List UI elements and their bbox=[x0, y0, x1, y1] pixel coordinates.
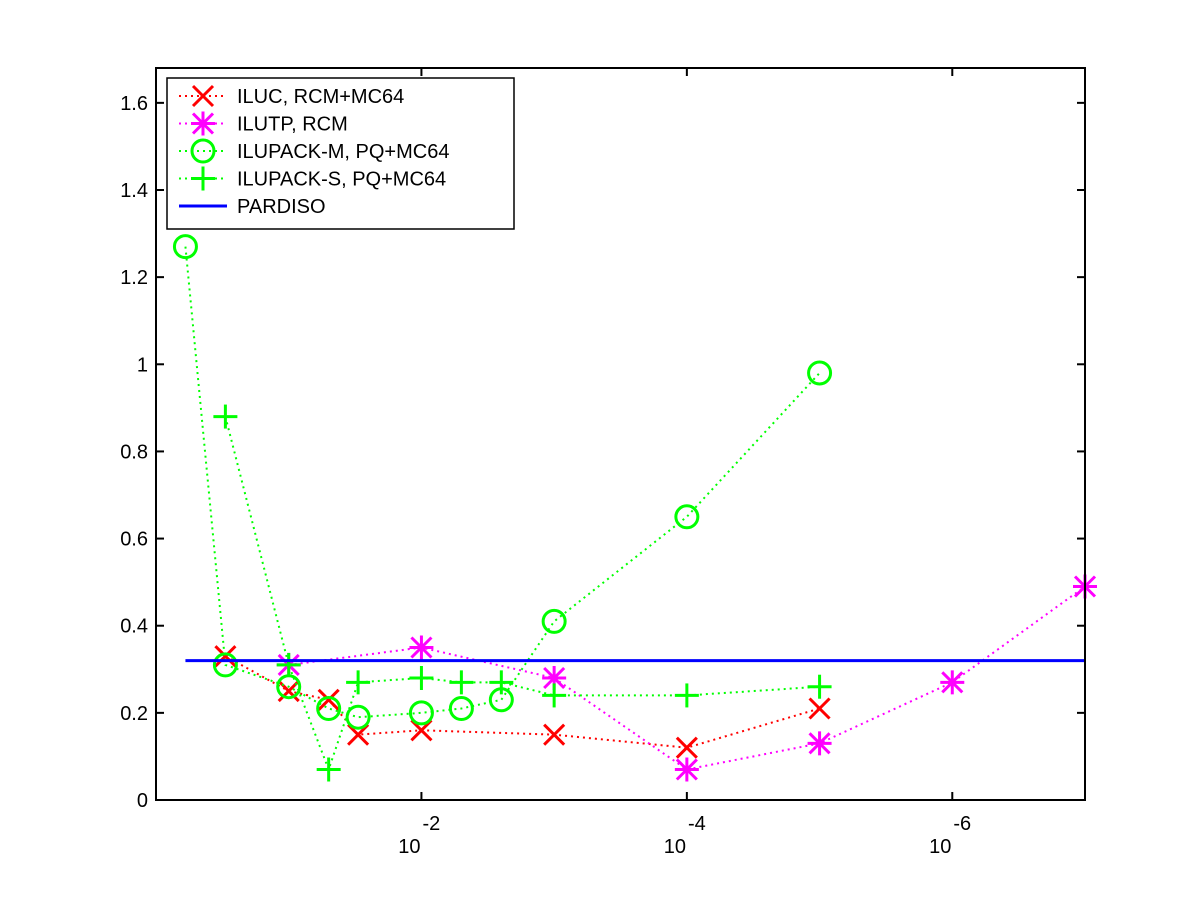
y-tick-label: 0.2 bbox=[120, 703, 148, 725]
data-point bbox=[674, 504, 700, 530]
legend-entry: ILUTP, RCM bbox=[179, 111, 348, 136]
series-line bbox=[184, 246, 821, 719]
data-point bbox=[213, 404, 238, 429]
series-4 bbox=[213, 404, 832, 782]
data-point bbox=[808, 697, 831, 720]
legend-entry: ILUPACK-M, PQ+MC64 bbox=[179, 138, 449, 164]
y-tick-label: 0.8 bbox=[120, 441, 148, 463]
data-point bbox=[807, 674, 832, 699]
series-line bbox=[224, 655, 820, 749]
legend-entry: ILUC, RCM+MC64 bbox=[179, 84, 404, 108]
data-point bbox=[316, 757, 341, 782]
data-point bbox=[276, 652, 301, 677]
data-point bbox=[409, 635, 434, 660]
data-point bbox=[409, 666, 434, 690]
y-tick-label: 1.2 bbox=[120, 267, 148, 289]
legend-label: ILUPACK-M, PQ+MC64 bbox=[237, 141, 449, 163]
data-point bbox=[212, 652, 238, 678]
legend-marker bbox=[190, 138, 216, 164]
data-point bbox=[317, 688, 340, 711]
legend-label: ILUTP, RCM bbox=[237, 114, 348, 136]
axes-frame bbox=[155, 67, 1086, 801]
data-point bbox=[448, 696, 474, 721]
data-point bbox=[408, 700, 434, 726]
legend-entry: PARDISO bbox=[179, 196, 326, 218]
x-tick-base: 10 bbox=[929, 836, 951, 858]
data-point bbox=[674, 683, 699, 708]
data-point bbox=[675, 736, 698, 759]
data-point bbox=[542, 683, 567, 708]
legend-marker bbox=[191, 111, 215, 136]
data-point bbox=[410, 719, 433, 742]
data-point bbox=[172, 234, 198, 260]
x-tick-exponent: -4 bbox=[688, 813, 706, 835]
legend-label: PARDISO bbox=[237, 196, 326, 218]
data-point bbox=[347, 723, 370, 746]
legend-label: ILUPACK-S, PQ+MC64 bbox=[237, 169, 446, 191]
data-point bbox=[807, 360, 833, 386]
legend: ILUC, RCM+MC64 ILUTP, RCM ILUPACK-M, PQ+MC… bbox=[166, 77, 515, 230]
x-tick-exponent: -2 bbox=[423, 813, 441, 835]
legend-marker bbox=[191, 84, 215, 108]
x-tick-base: 10 bbox=[398, 836, 420, 858]
legend-box bbox=[166, 77, 515, 230]
data-point bbox=[316, 696, 342, 721]
y-tick-label: 1 bbox=[137, 354, 148, 376]
data-point bbox=[674, 757, 699, 782]
series-3 bbox=[172, 234, 833, 730]
y-tick-label: 1.4 bbox=[120, 180, 148, 202]
data-point bbox=[542, 666, 567, 690]
data-point bbox=[345, 704, 371, 730]
data-point bbox=[940, 670, 965, 695]
legend-label: ILUC, RCM+MC64 bbox=[237, 86, 404, 108]
x-tick-base: 10 bbox=[664, 836, 686, 858]
data-point bbox=[807, 731, 832, 756]
y-tick-label: 0.6 bbox=[120, 529, 148, 551]
series-1 bbox=[214, 645, 831, 759]
legend-entry: ILUPACK-S, PQ+MC64 bbox=[179, 166, 446, 191]
y-tick-label: 0.4 bbox=[120, 616, 148, 638]
data-point bbox=[346, 670, 371, 695]
y-tick-label: 1.6 bbox=[120, 93, 148, 115]
x-tick-exponent: -6 bbox=[953, 813, 971, 835]
data-point bbox=[543, 723, 566, 746]
data-point bbox=[541, 608, 567, 634]
data-point bbox=[449, 670, 474, 695]
legend-marker bbox=[191, 166, 215, 191]
series-line bbox=[224, 416, 820, 773]
y-tick-label: 0 bbox=[137, 790, 148, 812]
data-point bbox=[489, 670, 514, 695]
data-point bbox=[214, 645, 237, 668]
